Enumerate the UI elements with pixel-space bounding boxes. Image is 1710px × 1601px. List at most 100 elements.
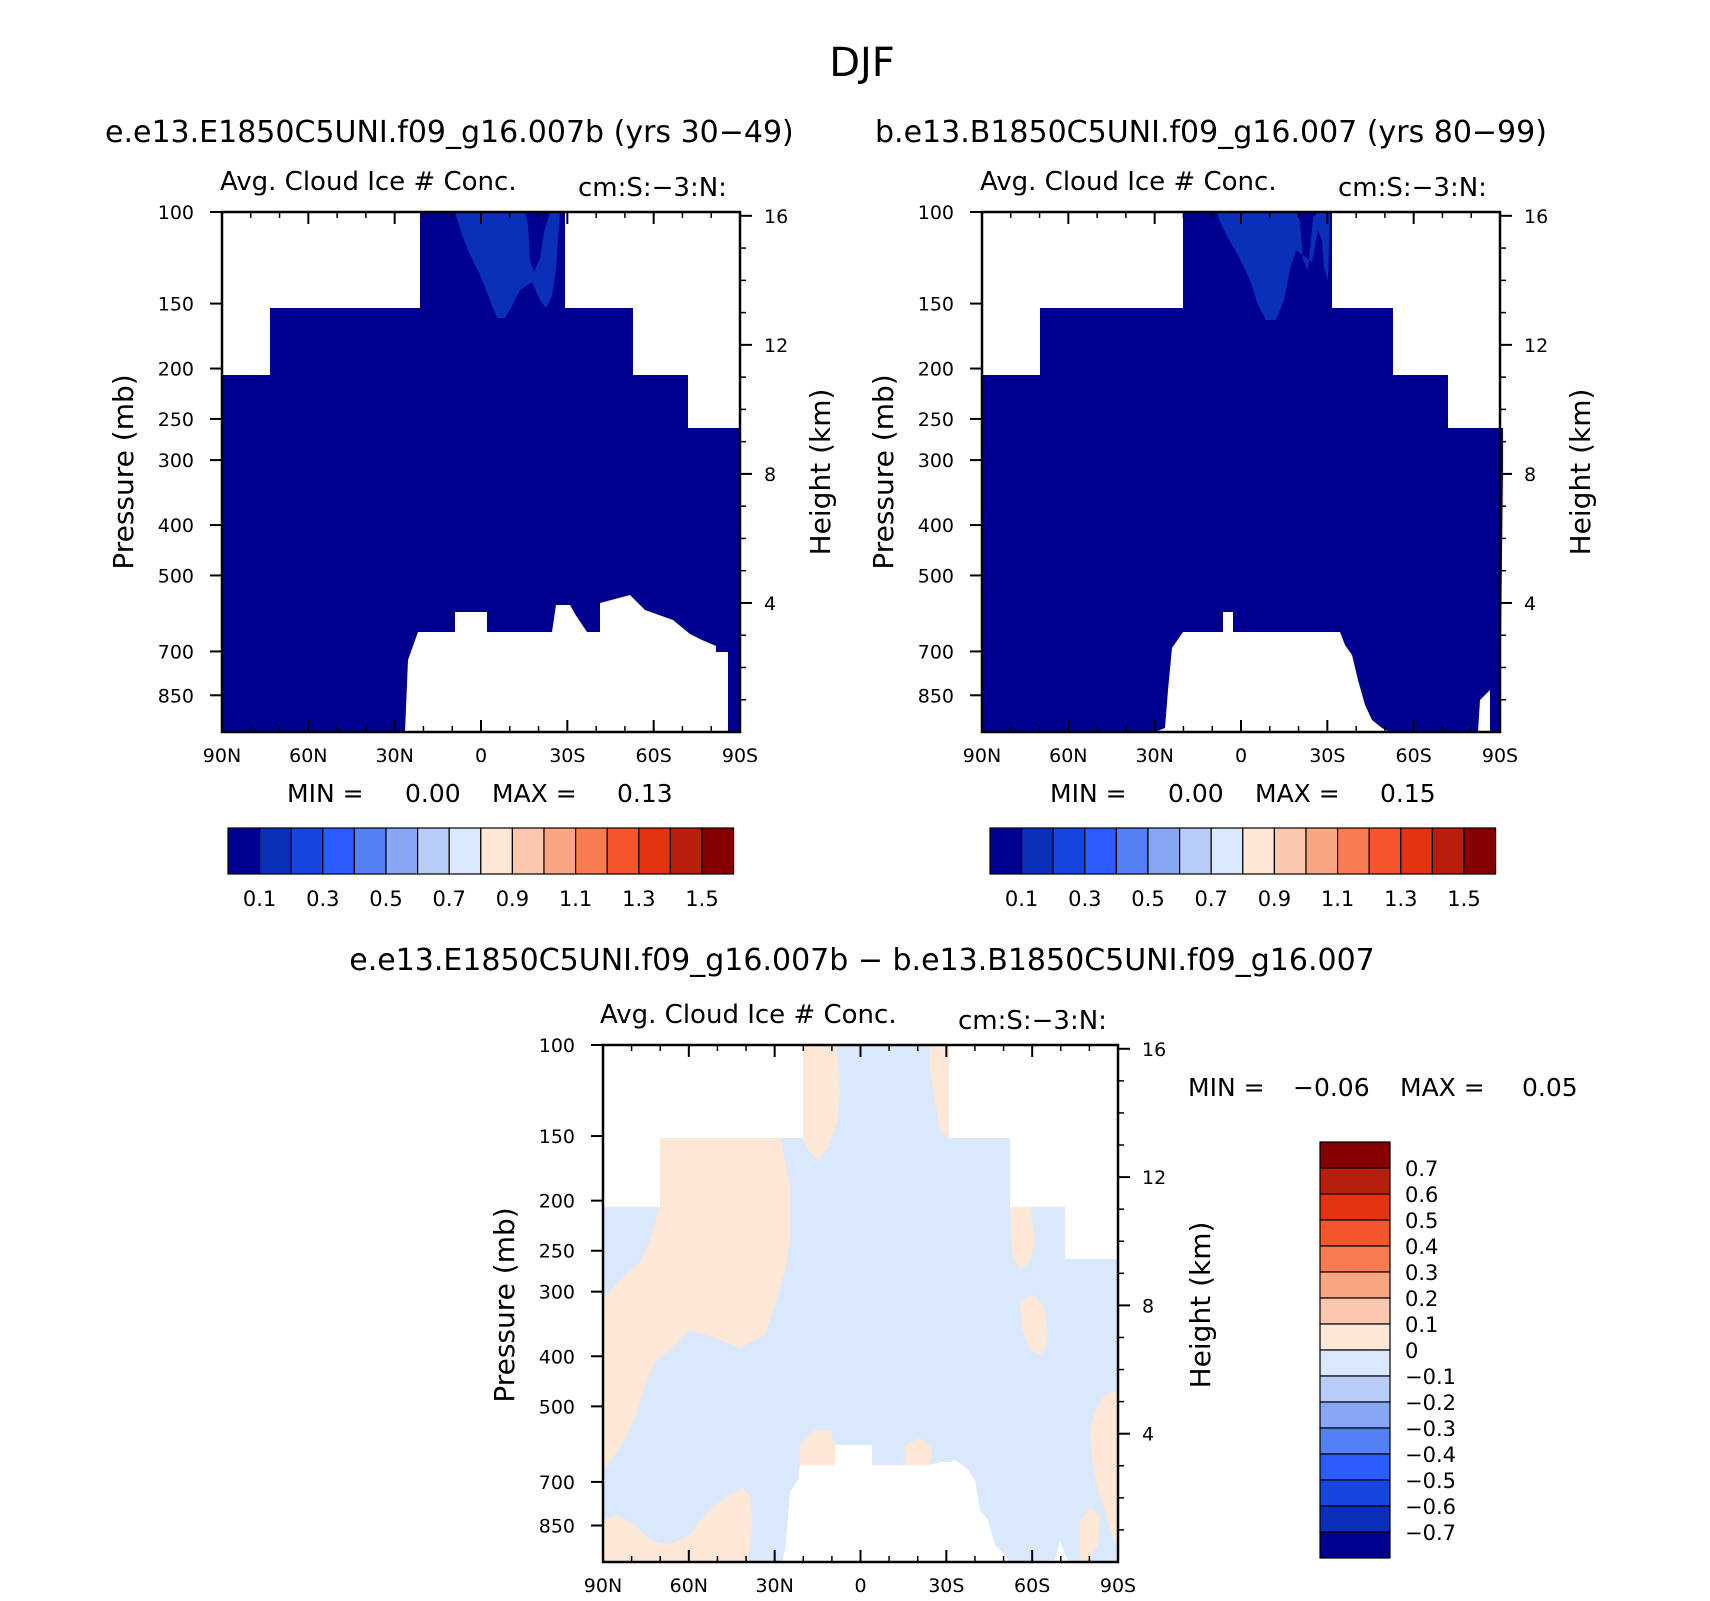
right-x-tick-label: 90S	[1482, 745, 1518, 767]
right-y-tick-label: 100	[918, 202, 954, 224]
left-y-tick-label: 500	[158, 565, 194, 587]
right-x-tick-label: 0	[1235, 745, 1247, 767]
right-x-tick-label: 30N	[1135, 745, 1173, 767]
right-colorbar-label: 1.3	[1384, 887, 1417, 911]
left-y-tick-label: 250	[158, 409, 194, 431]
right-x-tick-label: 60S	[1396, 745, 1432, 767]
left-colorbar-box	[290, 827, 324, 875]
difference-colorbar-label: 0.1	[1405, 1313, 1438, 1337]
right-y2-tick-label: 16	[1524, 206, 1548, 228]
left-run-header: e.e13.E1850C5UNI.f09_g16.007b (yrs 30−49…	[105, 115, 794, 150]
left-colorbar-label: 1.5	[685, 887, 718, 911]
left-colorbar: 0.1 0.3 0.5 0.7 0.9 1.1 1.3 1.5	[227, 827, 735, 911]
difference-colorbar-label: 0.5	[1405, 1209, 1438, 1233]
right-x-tick-label: 30S	[1309, 745, 1345, 767]
difference-colorbar-label: −0.7	[1405, 1521, 1456, 1545]
right-min-label: MIN =	[1050, 779, 1127, 808]
left-colorbar-box	[322, 827, 355, 875]
difference-contour-field	[603, 1045, 1118, 1562]
left-colorbar-box	[606, 827, 640, 875]
diff-field-positive-sfc-east	[1080, 1508, 1100, 1562]
difference-colorbar-box	[1319, 1531, 1391, 1559]
left-colorbar-label: 0.9	[496, 887, 529, 911]
right-colorbar-box	[1273, 827, 1307, 875]
right-run-header: b.e13.B1850C5UNI.f09_g16.007 (yrs 80−99)	[875, 115, 1547, 150]
left-min-value: 0.00	[405, 779, 461, 808]
right-x-tick-label: 60N	[1049, 745, 1087, 767]
right-y2-axis-label: Height (km)	[1564, 389, 1597, 556]
right-colorbar-box	[1084, 827, 1118, 875]
difference-y-tick-label: 400	[539, 1346, 575, 1368]
right-contour-field	[982, 212, 1503, 732]
left-y2-tick-label: 4	[764, 593, 776, 615]
difference-colorbar-label: 0.2	[1405, 1287, 1438, 1311]
difference-min-value: −0.06	[1293, 1073, 1370, 1102]
right-colorbar-label: 0.9	[1258, 887, 1291, 911]
difference-y-tick-label: 850	[539, 1516, 575, 1538]
right-y-tick-label: 400	[918, 515, 954, 537]
right-y2-tick-label: 8	[1524, 464, 1536, 486]
left-x-tick-label: 0	[475, 745, 487, 767]
left-x-tick-label: 30N	[375, 745, 413, 767]
left-y-tick-label: 300	[158, 450, 194, 472]
left-max-label: MAX =	[492, 779, 577, 808]
right-colorbar-box	[1305, 827, 1339, 875]
difference-colorbar-box	[1319, 1245, 1391, 1273]
difference-colorbar-label: −0.1	[1405, 1365, 1456, 1389]
difference-y-tick-label: 200	[539, 1191, 575, 1213]
difference-colorbar-label: −0.4	[1405, 1443, 1456, 1467]
difference-y-tick-label: 250	[539, 1241, 575, 1263]
left-colorbar-box	[669, 827, 703, 875]
difference-max-value: 0.05	[1522, 1073, 1578, 1102]
left-min-label: MIN =	[287, 779, 364, 808]
right-colorbar-label: 0.3	[1068, 887, 1101, 911]
right-colorbar-box	[1020, 827, 1054, 875]
difference-colorbar-box	[1319, 1297, 1391, 1325]
left-colorbar-box	[448, 827, 482, 875]
left-colorbar-box	[480, 827, 513, 875]
difference-y-tick-label: 150	[539, 1126, 575, 1148]
right-colorbar-box	[1368, 827, 1402, 875]
right-y-tick-label: 250	[918, 409, 954, 431]
left-min-max: MIN = 0.00 MAX = 0.13	[287, 779, 673, 808]
left-x-tick-label: 60S	[636, 745, 672, 767]
right-colorbar-box	[1115, 827, 1149, 875]
right-colorbar-label: 0.1	[1005, 887, 1038, 911]
right-colorbar-box	[1463, 827, 1497, 875]
difference-colorbar-label: 0.4	[1405, 1235, 1438, 1259]
difference-colorbar-box	[1319, 1453, 1391, 1481]
right-field-inner-band	[1217, 212, 1330, 320]
difference-colorbar-label: −0.2	[1405, 1391, 1456, 1415]
right-colorbar-label: 0.5	[1131, 887, 1164, 911]
right-variable-title: Avg. Cloud Ice # Conc.	[980, 167, 1277, 197]
season-title: DJF	[829, 40, 895, 86]
left-y-tick-label: 850	[158, 685, 194, 707]
difference-x-tick-label: 90S	[1100, 1575, 1136, 1597]
left-colorbar-box	[543, 827, 577, 875]
left-field-inner-band	[455, 212, 560, 318]
diff-field-positive-lower-center	[800, 1430, 835, 1465]
difference-colorbar-box	[1319, 1193, 1391, 1221]
difference-x-tick-label: 0	[854, 1575, 866, 1597]
left-colorbar-box	[638, 827, 671, 875]
left-y-tick-label: 200	[158, 359, 194, 381]
left-colorbar-box	[574, 827, 608, 875]
difference-colorbar-box	[1319, 1401, 1391, 1429]
right-y-tick-label: 300	[918, 450, 954, 472]
difference-x-tick-label: 90N	[584, 1575, 622, 1597]
left-y2-tick-label: 8	[764, 464, 776, 486]
right-colorbar: 0.1 0.3 0.5 0.7 0.9 1.1 1.3 1.5	[989, 827, 1497, 911]
left-colorbar-box	[701, 827, 735, 875]
difference-colorbar-box	[1319, 1219, 1391, 1247]
difference-y2-tick-label: 8	[1142, 1295, 1154, 1317]
right-min-value: 0.00	[1168, 779, 1224, 808]
left-panel: 90N 60N 30N 0 30S 60S 90S 100 150 200 250 300 400 500…	[107, 167, 837, 911]
left-colorbar-label: 0.7	[432, 887, 465, 911]
difference-colorbar-label: 0.7	[1405, 1157, 1438, 1181]
left-units: cm:S:−3:N:	[578, 173, 727, 203]
left-y-tick-label: 100	[158, 202, 194, 224]
right-y-tick-label: 700	[918, 641, 954, 663]
difference-colorbar-label: 0.3	[1405, 1261, 1438, 1285]
difference-y-tick-label: 100	[539, 1035, 575, 1057]
